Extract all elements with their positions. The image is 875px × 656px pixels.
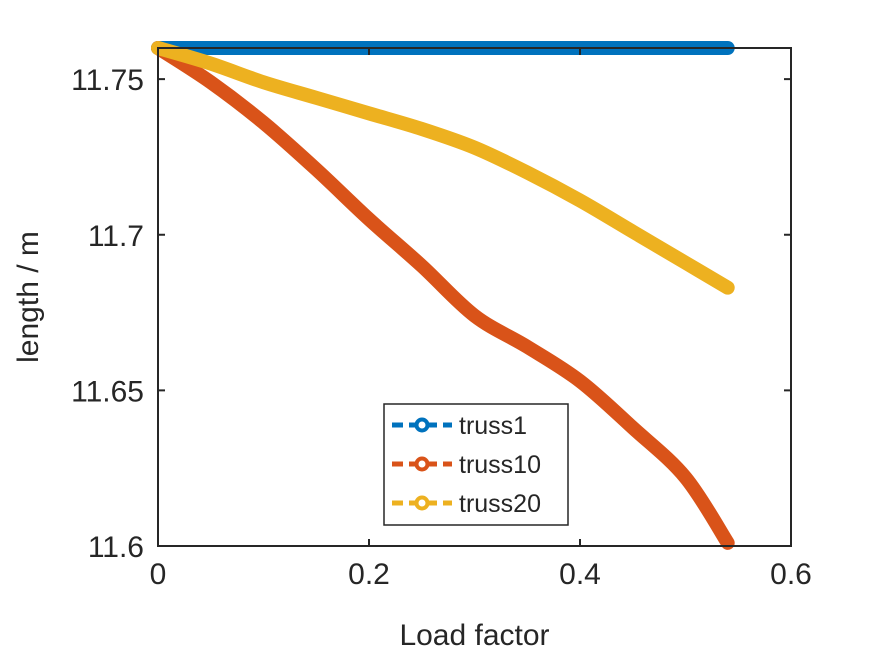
x-axis-title: Load factor — [399, 619, 549, 652]
legend-marker-truss1 — [414, 417, 430, 433]
series-line-truss10 — [151, 41, 735, 550]
legend-marker-truss20 — [414, 495, 430, 511]
y-tick-label: 11.7 — [88, 220, 144, 253]
x-tick-label: 0.6 — [770, 558, 812, 591]
legend-label-truss20: truss20 — [459, 490, 541, 518]
legend-marker-truss10 — [414, 456, 430, 472]
legend-label-truss10: truss10 — [459, 451, 541, 479]
y-axis-title: length / m — [12, 231, 45, 363]
x-tick-label: 0.2 — [348, 558, 390, 591]
ticks-layer: 0 0.2 0.4 0.6 11.6 11.65 11.7 11.75 — [71, 48, 812, 591]
y-tick-label: 11.6 — [88, 531, 144, 564]
legend: truss1 truss10 truss20 — [383, 403, 569, 526]
y-tick-label: 11.75 — [71, 64, 144, 97]
x-tick-label: 0.4 — [559, 558, 601, 591]
series-line-truss20 — [151, 41, 735, 295]
y-tick-label: 11.65 — [71, 375, 144, 408]
axes-box — [157, 47, 792, 547]
x-tick-label: 0 — [150, 558, 167, 591]
legend-label-truss1: truss1 — [459, 412, 527, 440]
